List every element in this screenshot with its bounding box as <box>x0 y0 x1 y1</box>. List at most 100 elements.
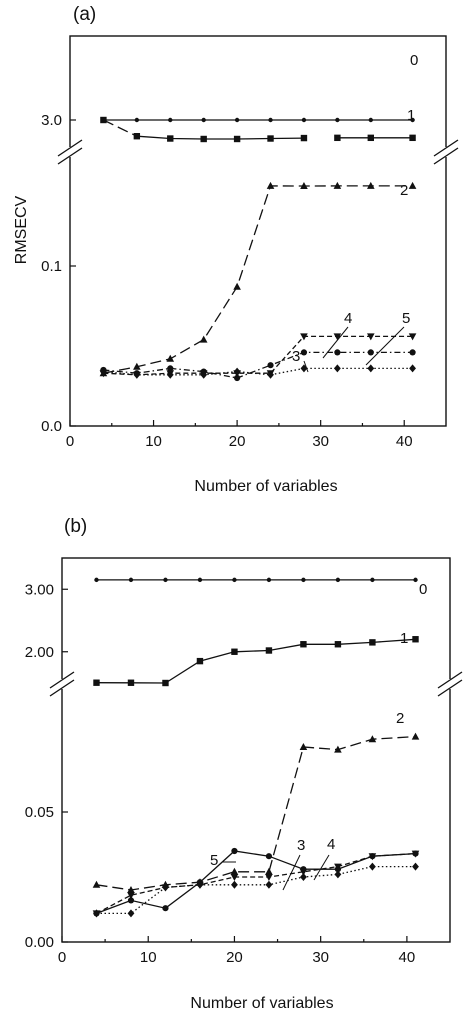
x-tick-label: 20 <box>229 433 246 450</box>
data-point <box>200 370 208 379</box>
data-point <box>266 577 272 583</box>
data-point <box>231 847 238 855</box>
data-point <box>127 679 135 686</box>
data-point <box>367 349 374 356</box>
y-tick-label: 0.1 <box>41 258 62 275</box>
data-point <box>412 636 419 643</box>
series-3-line <box>96 850 416 915</box>
data-point <box>167 135 174 142</box>
data-point <box>300 333 308 341</box>
data-point <box>334 349 341 356</box>
data-point <box>409 364 416 373</box>
y-tick-label: 0.05 <box>25 804 54 821</box>
axis-break-gap <box>447 679 453 689</box>
data-point <box>231 648 238 655</box>
data-point <box>233 367 241 376</box>
y-tick-label: 0.00 <box>25 934 54 951</box>
data-point <box>166 370 174 379</box>
data-point <box>167 365 174 372</box>
data-point <box>411 850 420 858</box>
data-point <box>230 874 239 881</box>
data-point <box>411 732 420 740</box>
data-point <box>300 641 307 648</box>
data-point <box>301 577 306 583</box>
y-tick-label: 0.0 <box>41 418 62 435</box>
data-point <box>197 577 203 583</box>
data-point <box>128 577 134 583</box>
data-point <box>266 181 275 189</box>
series-3 <box>93 847 419 917</box>
x-tick-label: 40 <box>396 433 413 450</box>
panel-label: (a) <box>73 4 96 25</box>
x-tick-label: 10 <box>145 433 162 450</box>
data-point <box>166 354 175 362</box>
series-label-2: 2 <box>400 182 408 199</box>
axis-break-gap <box>443 147 449 157</box>
data-point <box>232 577 237 583</box>
data-point <box>369 639 376 646</box>
data-point <box>334 863 342 871</box>
data-point <box>100 367 107 376</box>
data-point <box>92 880 101 888</box>
data-point <box>127 897 135 904</box>
data-point <box>234 374 241 382</box>
data-point <box>299 743 308 750</box>
series-1-line <box>96 638 416 684</box>
data-point <box>196 657 204 665</box>
data-point <box>369 862 376 871</box>
data-point <box>367 364 375 373</box>
data-point <box>162 905 169 912</box>
data-point <box>335 577 341 583</box>
data-point <box>335 117 340 123</box>
series-label-3: 3 <box>292 348 300 365</box>
series-label-5: 5 <box>402 310 410 327</box>
data-point <box>301 117 307 123</box>
series-1-line <box>136 135 305 140</box>
axis-break-gap <box>67 147 73 157</box>
data-point <box>410 117 415 123</box>
data-point <box>199 335 208 343</box>
data-point <box>267 362 274 369</box>
series-label-1: 1 <box>400 630 408 647</box>
data-point <box>408 333 417 341</box>
series-label-0: 0 <box>419 581 427 598</box>
axis-break-mark <box>57 147 83 165</box>
data-point <box>412 862 419 871</box>
data-point <box>334 641 342 648</box>
y-tick-label: 3.0 <box>41 112 62 129</box>
x-tick-label: 40 <box>399 949 416 966</box>
x-tick-label: 30 <box>312 433 329 450</box>
data-point <box>267 135 274 142</box>
data-point <box>300 181 308 189</box>
data-point <box>267 370 274 379</box>
x-axis-title: Number of variables <box>190 995 333 1012</box>
series-4-leader-line <box>322 326 349 359</box>
x-tick-label: 20 <box>226 949 243 966</box>
plot-frame <box>61 557 451 943</box>
data-point <box>334 870 342 879</box>
panel-label: (b) <box>64 516 87 537</box>
data-point <box>367 333 375 341</box>
data-point <box>162 679 169 687</box>
series-label-2: 2 <box>396 710 404 727</box>
series-label-0: 0 <box>410 52 418 69</box>
data-point <box>265 647 273 654</box>
data-point <box>200 135 207 143</box>
data-point <box>268 117 273 123</box>
series-4-line <box>103 335 413 376</box>
y-tick-label: 3.00 <box>25 581 54 598</box>
axis-break-mark <box>49 671 75 689</box>
series-3-leader-line <box>282 854 301 891</box>
x-tick-label: 30 <box>312 949 329 966</box>
data-point <box>127 892 135 900</box>
series-label-1: 1 <box>407 107 415 124</box>
data-point <box>370 577 375 583</box>
data-point <box>234 117 240 123</box>
series-2 <box>92 732 420 893</box>
series-3-line <box>103 351 413 379</box>
data-point <box>300 873 307 881</box>
data-point <box>201 117 206 123</box>
data-point <box>133 133 141 140</box>
